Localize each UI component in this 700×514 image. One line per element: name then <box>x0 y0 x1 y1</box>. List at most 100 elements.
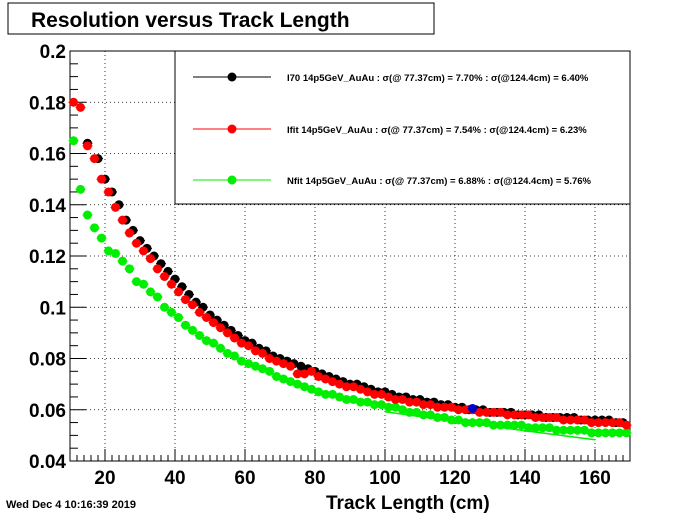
series-1-point <box>132 238 141 248</box>
series-2-point <box>76 184 85 194</box>
timestamp: Wed Dec 4 10:16:39 2019 <box>6 499 136 511</box>
series-1-point <box>601 418 610 428</box>
series-1-point <box>209 318 218 328</box>
series-2-point <box>230 351 239 361</box>
series-1-point <box>97 174 106 184</box>
legend: I70 14p5GeV_AuAu : σ(@ 77.37cm) = 7.70% … <box>174 50 631 205</box>
series-2-point <box>573 425 582 435</box>
series-1-point <box>293 369 302 379</box>
series-1-point <box>69 97 78 107</box>
y-tick-label: 0.14 <box>29 196 66 217</box>
series-1-point <box>482 407 491 417</box>
series-1-point <box>111 202 120 212</box>
series-1-point <box>216 323 225 333</box>
y-tick-label: 0.12 <box>29 247 66 268</box>
series-1-point <box>83 141 92 151</box>
series-1-point <box>160 272 169 281</box>
title-box <box>7 2 435 35</box>
series-2-point <box>342 395 351 404</box>
series-2-point <box>384 402 393 412</box>
series-1-point <box>440 402 449 412</box>
series-1-point <box>286 361 295 371</box>
series-2-point <box>167 307 176 317</box>
series-1-point <box>391 395 400 404</box>
series-1-point <box>307 366 316 376</box>
series-2-point <box>97 233 106 243</box>
series-2-point <box>188 325 197 335</box>
series-1-point <box>104 187 113 197</box>
series-2-point <box>615 428 624 438</box>
series-2-point <box>531 423 540 433</box>
series-2-point <box>83 210 92 220</box>
series-1-point <box>489 407 498 417</box>
series-2-point <box>125 264 134 274</box>
series-3-fit-line <box>384 411 596 441</box>
series-1-point <box>153 264 162 274</box>
series-2-point <box>601 428 610 438</box>
series-1-point <box>405 397 414 407</box>
x-tick-label: 40 <box>164 468 185 489</box>
series-1-point <box>454 405 463 415</box>
series-1-point <box>608 418 617 428</box>
series-1-point <box>174 287 183 297</box>
series-2-point <box>552 425 561 435</box>
series-2-point <box>209 338 218 348</box>
series-1-point <box>167 279 176 289</box>
series-1-point <box>622 420 631 430</box>
series-2-point <box>594 428 603 438</box>
series-2-point <box>111 248 120 258</box>
series-1-point <box>510 410 519 420</box>
y-tick-label: 0.18 <box>29 93 66 114</box>
legend-label-nfit: Nfit 14p5GeV_AuAu : σ(@ 77.37cm) = 6.88%… <box>287 176 592 187</box>
series-1-point <box>258 348 267 358</box>
series-2-point <box>524 423 533 433</box>
series-4-point <box>468 403 477 413</box>
series-2-point <box>559 425 568 435</box>
x-tick-label: 140 <box>509 468 541 489</box>
series-2-point <box>174 313 183 322</box>
x-tick-label: 120 <box>439 468 471 489</box>
series-1-point <box>230 333 239 343</box>
series-2-point <box>139 279 148 289</box>
x-tick-label: 60 <box>234 468 255 489</box>
series-2-point <box>510 420 519 430</box>
y-tick-label: 0.2 <box>40 42 66 63</box>
series-2-point <box>146 287 155 297</box>
series-1-point <box>545 412 554 422</box>
series-2-point <box>69 136 78 146</box>
series-1-point <box>587 418 596 428</box>
legend-label-i70: I70 14p5GeV_AuAu : σ(@ 77.37cm) = 7.70% … <box>287 73 589 84</box>
y-tick-label: 0.04 <box>29 452 66 473</box>
series-2-point <box>370 400 379 410</box>
series-1-point <box>125 228 134 238</box>
legend-marker-ifit <box>227 124 237 134</box>
series-2-point <box>447 415 456 425</box>
x-tick-label: 20 <box>94 468 115 489</box>
y-tick-label: 0.16 <box>29 145 66 166</box>
series-2-point <box>265 366 274 376</box>
series-2-point <box>566 425 575 435</box>
series-1-point <box>566 415 575 425</box>
series-1-point <box>188 300 197 310</box>
series-1-point <box>195 307 204 317</box>
series-1-point <box>370 389 379 399</box>
y-tick-label: 0.08 <box>29 350 66 371</box>
series-1-point <box>559 415 568 425</box>
series-1-point <box>118 215 127 225</box>
y-tick-label: 0.1 <box>40 298 67 319</box>
series-1-point <box>503 410 512 420</box>
series-2-point <box>195 330 204 340</box>
x-tick-label: 80 <box>304 468 325 489</box>
series-1-point <box>244 341 253 351</box>
series-1-point <box>538 412 547 422</box>
series-1-point <box>202 313 211 322</box>
series-2-point <box>153 292 162 302</box>
x-tick-label: 100 <box>369 468 401 489</box>
series-1-point <box>475 407 484 417</box>
series-2-point <box>181 320 190 330</box>
series-1-point <box>90 154 99 164</box>
series-1-point <box>139 246 148 256</box>
series-1-point <box>146 254 155 264</box>
series-1-point <box>461 405 470 415</box>
